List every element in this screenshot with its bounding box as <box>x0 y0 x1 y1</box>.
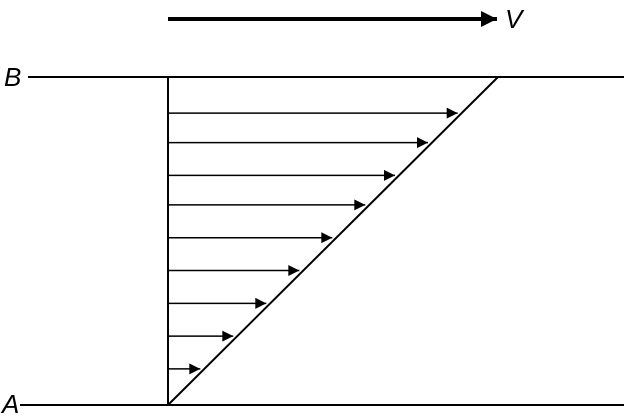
top-plate-label: B <box>4 62 21 92</box>
velocity-arrows <box>168 107 458 375</box>
velocity-profile-line <box>167 76 499 406</box>
velocity-label: V <box>505 4 525 34</box>
bottom-plate-label: A <box>0 389 19 419</box>
